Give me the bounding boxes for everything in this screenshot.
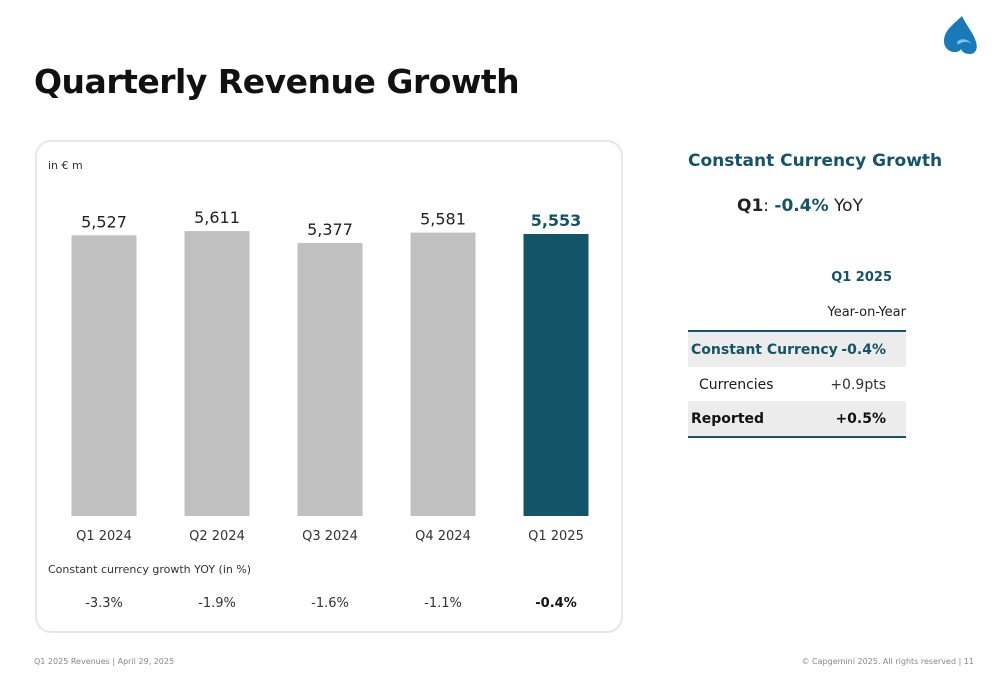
row-value: -0.4% — [841, 342, 886, 358]
row-label: Currencies — [699, 377, 774, 393]
table-header-quarter: Q1 2025 — [831, 270, 892, 285]
category-label: Q4 2024 — [415, 529, 471, 544]
table-header-yoy: Year-on-Year — [827, 305, 907, 320]
constant-currency-summary: Q1: -0.4% YoY — [737, 196, 863, 216]
bar-value-label: 5,581 — [420, 210, 466, 229]
growth-value: -1.9% — [198, 596, 236, 611]
summary-separator: : — [763, 196, 770, 216]
footer-left: Q1 2025 Revenues | April 29, 2025 — [34, 657, 175, 666]
growth-value: -3.3% — [85, 596, 123, 611]
bar-value-label: 5,553 — [531, 211, 582, 230]
row-value: +0.9pts — [830, 377, 886, 393]
page-title: Quarterly Revenue Growth — [34, 62, 520, 101]
bar-value-label: 5,611 — [194, 208, 240, 227]
bar-value-label: 5,527 — [81, 212, 127, 231]
table-top-rule — [688, 330, 906, 332]
bar-q1-2025 — [523, 234, 589, 516]
growth-caption: Constant currency growth YOY (in %) — [48, 563, 252, 576]
bar-q1-2024 — [71, 235, 137, 516]
category-label: Q3 2024 — [302, 529, 358, 544]
category-label: Q2 2024 — [189, 529, 245, 544]
bar-q2-2024 — [184, 231, 250, 516]
row-label: Reported — [691, 411, 765, 427]
summary-suffix: YoY — [834, 196, 863, 216]
chart-card — [35, 140, 623, 633]
category-label: Q1 2024 — [76, 529, 132, 544]
bar-q3-2024 — [297, 242, 363, 517]
table-row-currencies: Currencies +0.9pts — [688, 367, 906, 402]
spade-logo-icon — [944, 16, 977, 54]
bar-value-label: 5,377 — [307, 220, 353, 239]
growth-value: -1.6% — [311, 596, 349, 611]
summary-value: -0.4% — [774, 196, 829, 216]
footer-right: © Capgemini 2025. All rights reserved | … — [801, 657, 974, 666]
growth-value: -0.4% — [535, 596, 577, 611]
table-row-constant-currency: Constant Currency -0.4% — [688, 332, 906, 367]
constant-currency-title: Constant Currency Growth — [688, 151, 943, 171]
chart-unit-label: in € m — [48, 159, 83, 172]
bar-q4-2024 — [410, 232, 476, 516]
category-label: Q1 2025 — [528, 529, 584, 544]
growth-value: -1.1% — [424, 596, 462, 611]
row-label: Constant Currency — [691, 342, 838, 358]
table-row-reported: Reported +0.5% — [688, 401, 906, 436]
table-bottom-rule — [688, 436, 906, 438]
summary-quarter: Q1 — [737, 196, 764, 216]
row-value: +0.5% — [835, 411, 886, 427]
